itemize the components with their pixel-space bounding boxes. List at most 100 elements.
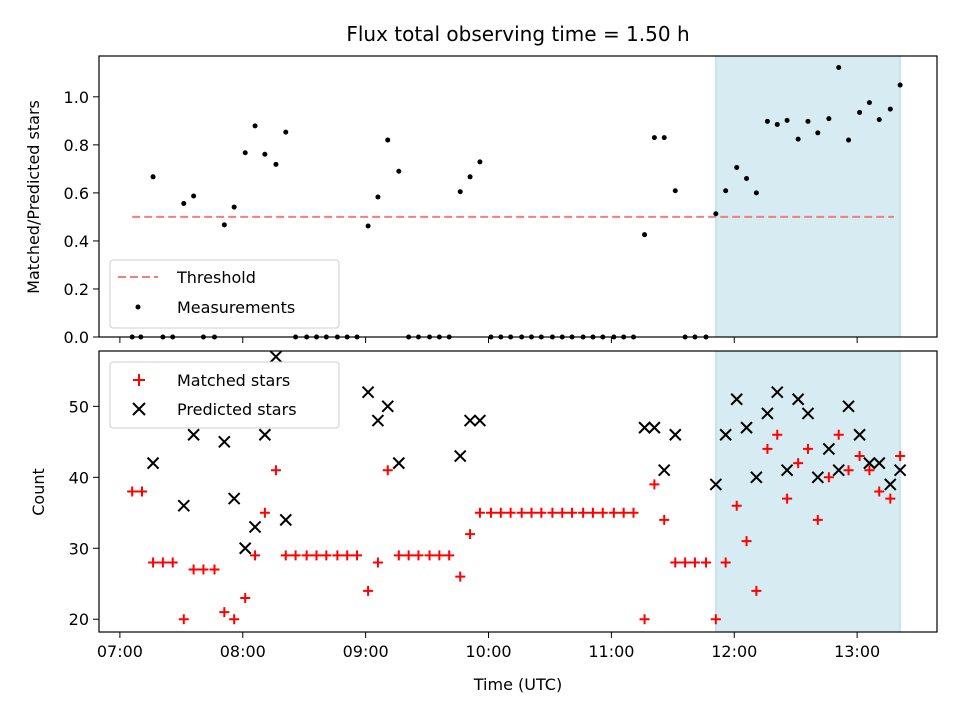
matched-star-point (444, 550, 455, 561)
measurement-point (857, 109, 863, 115)
bottom-y-tick-label: 20 (69, 610, 89, 629)
matched-star-point (864, 465, 875, 476)
matched-star-point (680, 557, 691, 568)
top-y-tick-label: 0.2 (64, 280, 89, 299)
matched-star-point (382, 465, 393, 476)
measurement-point (887, 106, 893, 112)
matched-star-point (628, 507, 639, 518)
matched-star-point (229, 614, 240, 625)
measurement-point (477, 159, 483, 165)
matched-star-point (403, 550, 414, 561)
bottom-axes-frame (98, 350, 938, 633)
matched-star-point (536, 507, 547, 518)
matched-star-point (137, 486, 148, 497)
measurement-point (457, 189, 463, 195)
x-tick-label: 10:00 (465, 642, 511, 661)
matched-star-point (148, 557, 159, 568)
x-tick-label: 13:00 (834, 642, 880, 661)
matched-stars-points (127, 429, 906, 625)
measurement-point (642, 232, 648, 238)
bottom-y-axis-label: Count (29, 468, 48, 516)
matched-star-point (413, 550, 424, 561)
matched-star-point (547, 507, 558, 518)
predicted-star-point (730, 393, 743, 406)
matched-star-point (874, 486, 885, 497)
bottom-legend: Matched stars Predicted stars (109, 361, 340, 429)
predicted-star-point (709, 478, 723, 491)
top-y-tick-label: 0.8 (64, 136, 89, 155)
matched-star-point (578, 507, 589, 518)
matched-star-point (209, 564, 220, 575)
measurement-point (805, 118, 811, 124)
legend-predicted-label: Predicted stars (177, 400, 297, 419)
measurement-point (262, 151, 268, 157)
matched-star-point (342, 550, 353, 561)
measurement-point (846, 137, 852, 143)
measurement-point (713, 211, 719, 217)
predicted-star-point (761, 407, 774, 420)
predicted-star-point (258, 428, 272, 441)
predicted-star-point (177, 499, 190, 512)
measurement-point (252, 123, 258, 129)
measurement-point (385, 137, 391, 143)
bottom-panel: 20 30 40 50 07:00 08:00 09:00 10:00 11:00 12:00 1… (29, 350, 938, 694)
predicted-star-point (893, 464, 907, 477)
legend-measurements-label: Measurements (177, 298, 295, 317)
matched-star-point (280, 550, 291, 561)
measurement-point (150, 174, 156, 180)
x-tick-label: 09:00 (343, 642, 389, 661)
measurement-point (672, 188, 678, 194)
predicted-star-point (187, 428, 200, 441)
predicted-star-point (740, 421, 753, 434)
matched-star-point (505, 507, 516, 518)
matched-star-point (608, 507, 619, 518)
matched-star-point (670, 557, 681, 568)
measurement-point (191, 193, 197, 199)
predicted-star-point (371, 414, 385, 427)
predicted-star-point (218, 435, 231, 449)
predicted-star-point (381, 400, 394, 413)
bottom-y-tick-label: 40 (69, 468, 89, 487)
measurement-point (283, 129, 289, 135)
x-tick-label: 11:00 (588, 642, 634, 661)
measurement-point (375, 194, 381, 200)
matched-star-point (301, 550, 312, 561)
matched-star-point (434, 550, 445, 561)
top-y-tick-label: 0.6 (64, 184, 89, 203)
matched-star-point (751, 585, 762, 596)
x-axis-label: Time (UTC) (473, 675, 562, 694)
measurement-point (221, 222, 227, 228)
matched-star-point (516, 507, 527, 518)
x-tick-label: 07:00 (97, 642, 143, 661)
matched-star-point (393, 550, 404, 561)
measurement-point (866, 100, 872, 106)
matched-star-point (167, 557, 178, 568)
matched-star-point (618, 507, 629, 518)
matched-star-point (639, 614, 650, 625)
matched-star-point (178, 614, 189, 625)
top-panel: 0.0 0.2 0.4 0.6 0.8 1.0 Matched/Predicted sta… (24, 55, 938, 347)
matched-star-point (188, 564, 199, 575)
matched-star-point (587, 507, 598, 518)
measurement-point (753, 190, 759, 196)
top-y-ticks: 0.0 0.2 0.4 0.6 0.8 1.0 (64, 88, 99, 347)
matched-star-point (157, 557, 168, 568)
x-tick-label: 08:00 (220, 642, 266, 661)
matched-star-point (833, 429, 844, 440)
matched-star-point (885, 493, 896, 504)
matched-star-point (485, 507, 496, 518)
predicted-star-point (853, 428, 866, 441)
matched-star-point (321, 550, 332, 561)
predicted-star-point (463, 414, 477, 427)
predicted-star-point (719, 428, 732, 441)
bottom-x-ticks: 07:00 08:00 09:00 10:00 11:00 12:00 13:00 (97, 632, 880, 661)
predicted-star-point (832, 464, 845, 477)
matched-star-point (250, 550, 261, 561)
predicted-star-point (146, 456, 160, 470)
matched-star-point (474, 507, 485, 518)
matched-star-point (823, 472, 834, 483)
top-y-tick-label: 0.0 (64, 328, 89, 347)
matched-star-point (290, 550, 301, 561)
bottom-y-ticks: 20 30 40 50 (69, 397, 99, 629)
top-legend-box (109, 259, 340, 329)
